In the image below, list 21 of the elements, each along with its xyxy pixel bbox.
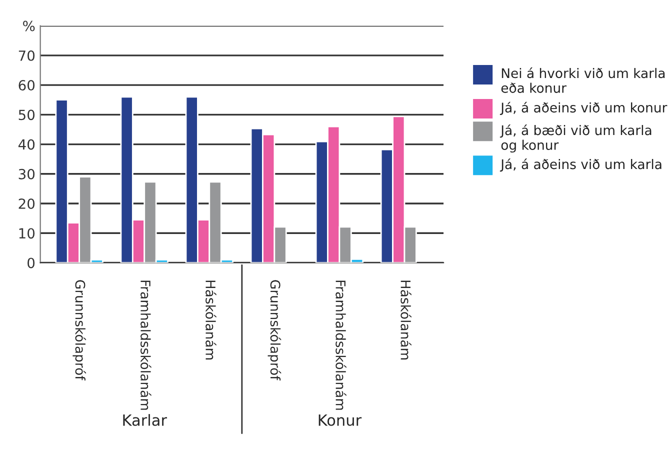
legend-label: Já, á bæði við um karla og konur (500, 124, 652, 153)
y-tick-label: 20 (18, 198, 35, 209)
y-tick-label: 40 (18, 139, 35, 150)
x-tick-label: Framhaldsskólanám (140, 280, 152, 410)
text: Karlar (123, 414, 168, 426)
y-tick-label: 10 (19, 228, 35, 239)
x-tick-label: Háskólanám (206, 280, 216, 360)
x-tick-label: Framhaldsskólanám (336, 280, 346, 410)
y-tick-label: 30 (18, 168, 35, 180)
text: Konur (318, 414, 362, 426)
y-tick-label: % (23, 20, 35, 32)
x-tick-label: Grunnskólapróf (72, 280, 86, 380)
x-tick-label: Grunnskólapróf (268, 280, 282, 380)
legend-label: Já, á aðeins við um konur (500, 102, 668, 116)
y-tick-label: 70 (18, 50, 35, 61)
legend-label: Nei á hvorki við um karla eða konur (501, 67, 665, 93)
legend-label: Já, á aðeins við um karla (500, 158, 662, 172)
y-tick-label: 50 (18, 110, 35, 120)
x-tick-label: Háskólanám (400, 280, 412, 360)
y-tick-label: 0 (28, 258, 35, 268)
y-tick-label: 60 (18, 80, 35, 91)
